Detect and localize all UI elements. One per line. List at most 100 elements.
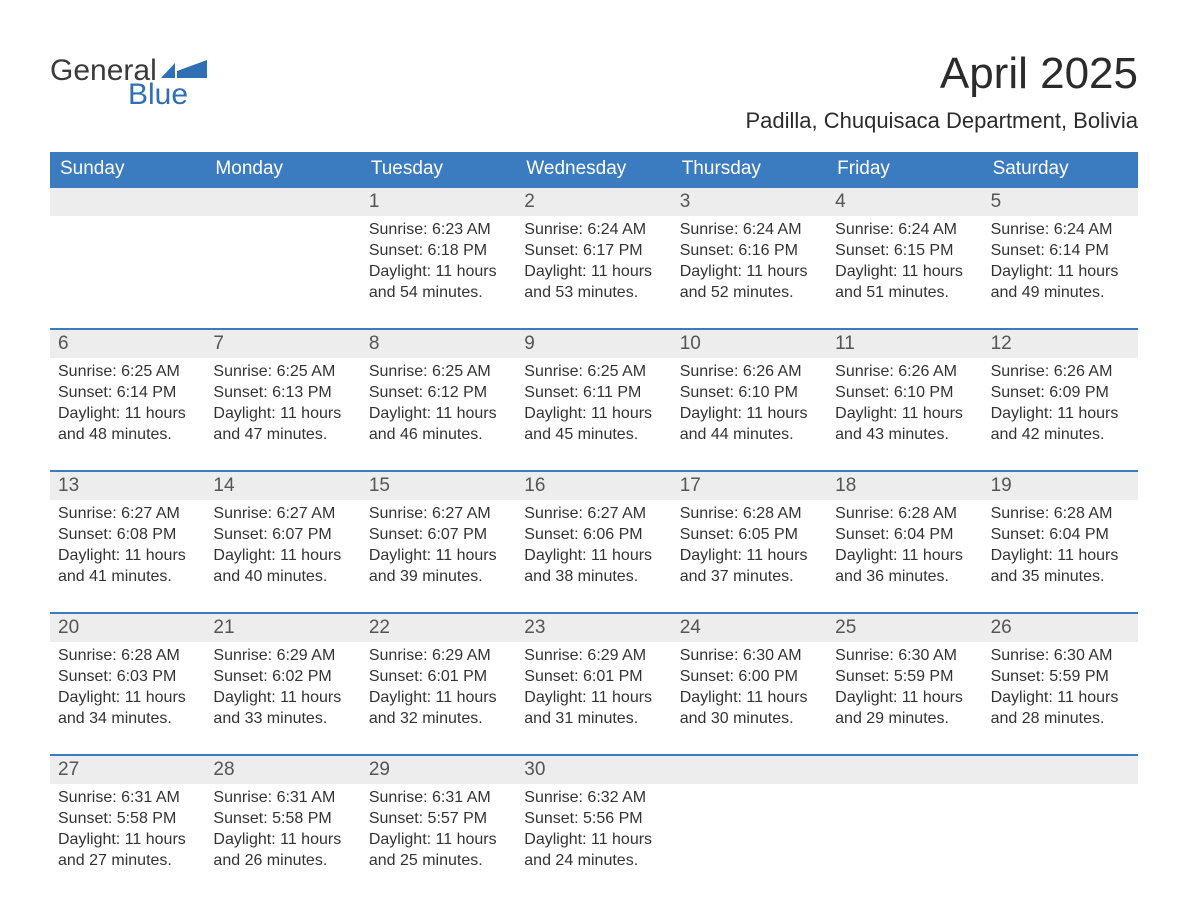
- day-number: 27: [50, 756, 205, 784]
- sunset-text: Sunset: 5:59 PM: [835, 667, 974, 688]
- day-cell: Sunrise: 6:23 AMSunset: 6:18 PMDaylight:…: [361, 216, 516, 312]
- sunrise-text: Sunrise: 6:29 AM: [524, 646, 663, 667]
- day-cell: Sunrise: 6:28 AMSunset: 6:05 PMDaylight:…: [672, 500, 827, 596]
- day-number: 3: [672, 188, 827, 216]
- sunrise-text: Sunrise: 6:28 AM: [58, 646, 197, 667]
- day-cell: [205, 216, 360, 312]
- page-title: April 2025: [745, 50, 1138, 98]
- day-number: [827, 756, 982, 784]
- day-number: 22: [361, 614, 516, 642]
- daylight-text: Daylight: 11 hours and 49 minutes.: [991, 262, 1130, 304]
- day-cell: Sunrise: 6:31 AMSunset: 5:58 PMDaylight:…: [205, 784, 360, 880]
- day-cell: Sunrise: 6:24 AMSunset: 6:15 PMDaylight:…: [827, 216, 982, 312]
- sunset-text: Sunset: 6:18 PM: [369, 241, 508, 262]
- weekday-thursday: Thursday: [672, 152, 827, 188]
- flag-icon: [161, 56, 207, 76]
- week-row: 6789101112Sunrise: 6:25 AMSunset: 6:14 P…: [50, 328, 1138, 454]
- day-cell: Sunrise: 6:27 AMSunset: 6:08 PMDaylight:…: [50, 500, 205, 596]
- sunrise-text: Sunrise: 6:28 AM: [991, 504, 1130, 525]
- sunset-text: Sunset: 6:12 PM: [369, 383, 508, 404]
- week-row: 12345Sunrise: 6:23 AMSunset: 6:18 PMDayl…: [50, 188, 1138, 312]
- sunset-text: Sunset: 6:11 PM: [524, 383, 663, 404]
- calendar-page: General Blue April 2025 Padilla, Chuquis…: [0, 0, 1188, 918]
- day-number: 29: [361, 756, 516, 784]
- daylight-text: Daylight: 11 hours and 34 minutes.: [58, 688, 197, 730]
- sunset-text: Sunset: 6:09 PM: [991, 383, 1130, 404]
- logo: General Blue: [50, 50, 207, 110]
- daylight-text: Daylight: 11 hours and 33 minutes.: [213, 688, 352, 730]
- daylight-text: Daylight: 11 hours and 45 minutes.: [524, 404, 663, 446]
- day-cell: Sunrise: 6:30 AMSunset: 5:59 PMDaylight:…: [827, 642, 982, 738]
- sunset-text: Sunset: 6:15 PM: [835, 241, 974, 262]
- sunrise-text: Sunrise: 6:28 AM: [835, 504, 974, 525]
- sunset-text: Sunset: 5:56 PM: [524, 809, 663, 830]
- daylight-text: Daylight: 11 hours and 29 minutes.: [835, 688, 974, 730]
- day-number: 17: [672, 472, 827, 500]
- day-number: 5: [983, 188, 1138, 216]
- day-number-row: 12345: [50, 188, 1138, 216]
- day-number: 8: [361, 330, 516, 358]
- day-cell: Sunrise: 6:29 AMSunset: 6:01 PMDaylight:…: [516, 642, 671, 738]
- day-cell: Sunrise: 6:25 AMSunset: 6:14 PMDaylight:…: [50, 358, 205, 454]
- day-number: [672, 756, 827, 784]
- day-number: 10: [672, 330, 827, 358]
- day-cell: [827, 784, 982, 880]
- sunrise-text: Sunrise: 6:29 AM: [213, 646, 352, 667]
- day-cell: [50, 216, 205, 312]
- daylight-text: Daylight: 11 hours and 36 minutes.: [835, 546, 974, 588]
- daylight-text: Daylight: 11 hours and 40 minutes.: [213, 546, 352, 588]
- sunset-text: Sunset: 6:16 PM: [680, 241, 819, 262]
- day-number-row: 20212223242526: [50, 614, 1138, 642]
- daylight-text: Daylight: 11 hours and 54 minutes.: [369, 262, 508, 304]
- day-cell: Sunrise: 6:28 AMSunset: 6:04 PMDaylight:…: [983, 500, 1138, 596]
- day-cell: Sunrise: 6:26 AMSunset: 6:10 PMDaylight:…: [827, 358, 982, 454]
- daylight-text: Daylight: 11 hours and 25 minutes.: [369, 830, 508, 872]
- day-cell: [983, 784, 1138, 880]
- sunrise-text: Sunrise: 6:26 AM: [835, 362, 974, 383]
- sunrise-text: Sunrise: 6:30 AM: [991, 646, 1130, 667]
- sunset-text: Sunset: 5:57 PM: [369, 809, 508, 830]
- sunset-text: Sunset: 6:14 PM: [991, 241, 1130, 262]
- day-number: 6: [50, 330, 205, 358]
- day-number: 2: [516, 188, 671, 216]
- daylight-text: Daylight: 11 hours and 28 minutes.: [991, 688, 1130, 730]
- sunrise-text: Sunrise: 6:30 AM: [680, 646, 819, 667]
- day-number: 30: [516, 756, 671, 784]
- daylight-text: Daylight: 11 hours and 46 minutes.: [369, 404, 508, 446]
- day-cell: Sunrise: 6:28 AMSunset: 6:03 PMDaylight:…: [50, 642, 205, 738]
- sunrise-text: Sunrise: 6:31 AM: [213, 788, 352, 809]
- sunrise-text: Sunrise: 6:24 AM: [835, 220, 974, 241]
- day-number: [50, 188, 205, 216]
- day-number: 26: [983, 614, 1138, 642]
- daylight-text: Daylight: 11 hours and 48 minutes.: [58, 404, 197, 446]
- day-number: 28: [205, 756, 360, 784]
- sunset-text: Sunset: 5:58 PM: [58, 809, 197, 830]
- sunrise-text: Sunrise: 6:32 AM: [524, 788, 663, 809]
- sunset-text: Sunset: 6:08 PM: [58, 525, 197, 546]
- sunrise-text: Sunrise: 6:24 AM: [524, 220, 663, 241]
- weekday-friday: Friday: [827, 152, 982, 188]
- day-cell: Sunrise: 6:31 AMSunset: 5:57 PMDaylight:…: [361, 784, 516, 880]
- week-row: 27282930Sunrise: 6:31 AMSunset: 5:58 PMD…: [50, 754, 1138, 880]
- day-number: 25: [827, 614, 982, 642]
- sunset-text: Sunset: 6:02 PM: [213, 667, 352, 688]
- location-label: Padilla, Chuquisaca Department, Bolivia: [745, 108, 1138, 134]
- daylight-text: Daylight: 11 hours and 53 minutes.: [524, 262, 663, 304]
- calendar: Sunday Monday Tuesday Wednesday Thursday…: [50, 152, 1138, 880]
- day-cell: [672, 784, 827, 880]
- sunrise-text: Sunrise: 6:24 AM: [991, 220, 1130, 241]
- day-content-row: Sunrise: 6:23 AMSunset: 6:18 PMDaylight:…: [50, 216, 1138, 312]
- daylight-text: Daylight: 11 hours and 43 minutes.: [835, 404, 974, 446]
- daylight-text: Daylight: 11 hours and 35 minutes.: [991, 546, 1130, 588]
- daylight-text: Daylight: 11 hours and 44 minutes.: [680, 404, 819, 446]
- weekday-wednesday: Wednesday: [516, 152, 671, 188]
- day-cell: Sunrise: 6:24 AMSunset: 6:17 PMDaylight:…: [516, 216, 671, 312]
- day-cell: Sunrise: 6:25 AMSunset: 6:11 PMDaylight:…: [516, 358, 671, 454]
- sunrise-text: Sunrise: 6:25 AM: [213, 362, 352, 383]
- logo-word-2: Blue: [128, 80, 207, 110]
- day-cell: Sunrise: 6:24 AMSunset: 6:16 PMDaylight:…: [672, 216, 827, 312]
- daylight-text: Daylight: 11 hours and 32 minutes.: [369, 688, 508, 730]
- daylight-text: Daylight: 11 hours and 37 minutes.: [680, 546, 819, 588]
- daylight-text: Daylight: 11 hours and 38 minutes.: [524, 546, 663, 588]
- sunrise-text: Sunrise: 6:23 AM: [369, 220, 508, 241]
